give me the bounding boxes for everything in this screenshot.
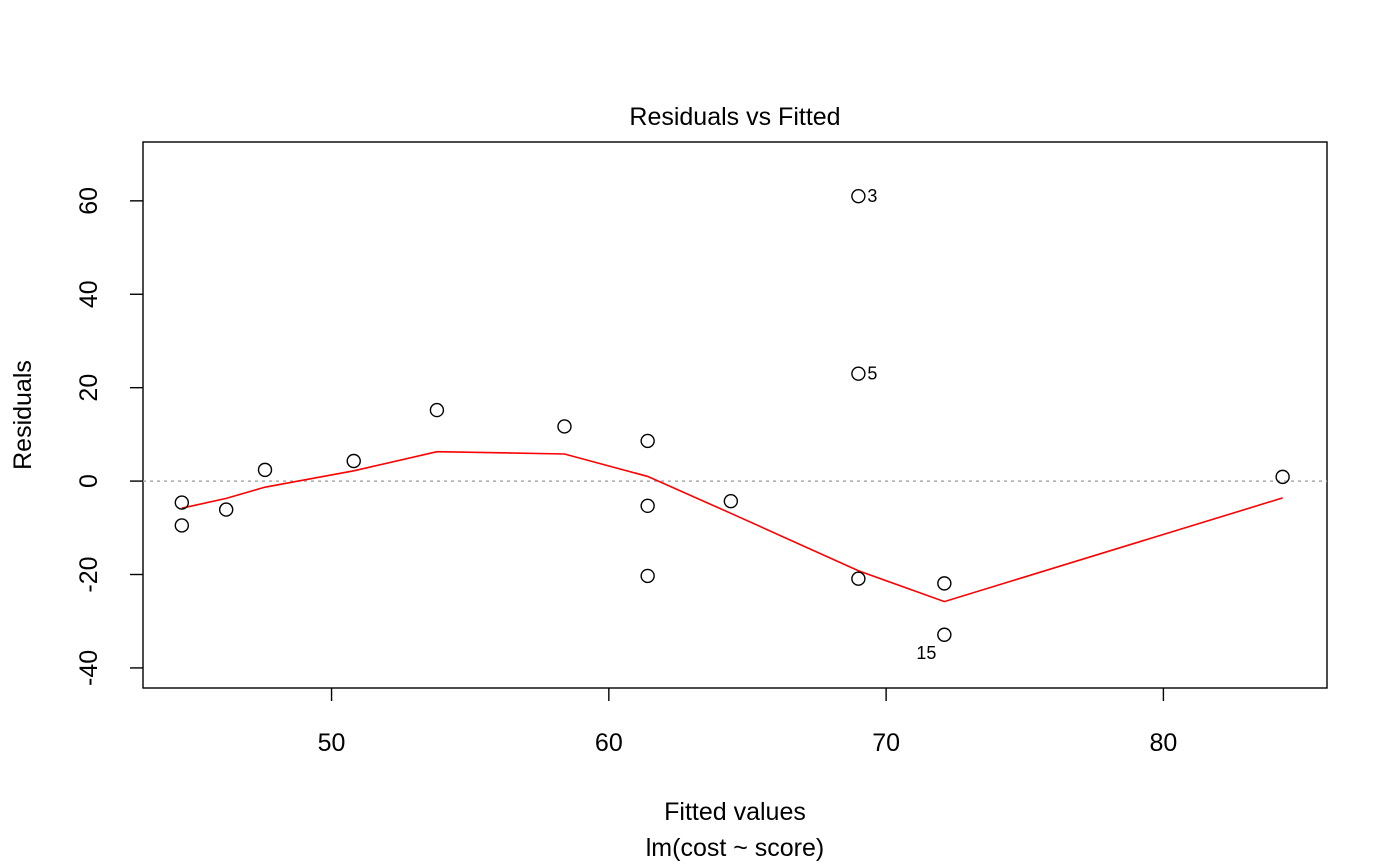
point-label: 15 bbox=[916, 643, 936, 663]
data-point bbox=[851, 366, 866, 381]
y-tick-label: 0 bbox=[75, 474, 103, 488]
y-tick-label: 60 bbox=[75, 187, 103, 215]
y-axis-label: Residuals bbox=[9, 360, 37, 470]
data-point bbox=[1275, 469, 1290, 485]
y-tick-label: -20 bbox=[75, 556, 103, 592]
data-point bbox=[174, 495, 190, 510]
data-point bbox=[640, 568, 655, 584]
y-tick-label: -40 bbox=[75, 650, 103, 686]
data-point bbox=[218, 502, 234, 517]
x-tick-label: 50 bbox=[318, 729, 346, 757]
data-point bbox=[346, 453, 361, 469]
chart-subtitle: lm(cost ~ score) bbox=[646, 834, 825, 862]
x-tick-label: 80 bbox=[1149, 729, 1177, 757]
point-label: 5 bbox=[867, 364, 877, 384]
x-tick-label: 70 bbox=[872, 729, 900, 757]
data-point bbox=[557, 419, 572, 434]
data-point bbox=[429, 402, 445, 418]
y-tick-label: 40 bbox=[75, 280, 103, 308]
x-axis-label: Fitted values bbox=[664, 798, 806, 826]
data-point bbox=[937, 576, 952, 591]
y-tick-label: 20 bbox=[75, 374, 103, 402]
data-point bbox=[723, 493, 739, 509]
data-point bbox=[937, 627, 952, 642]
data-point bbox=[640, 498, 655, 514]
plot-area: 50 60 70 80 -40 -20 0 20 40 60 3 5 15 bbox=[75, 141, 1328, 757]
data-point bbox=[257, 462, 273, 478]
data-point bbox=[851, 188, 866, 204]
chart-title: Residuals vs Fitted bbox=[629, 103, 840, 131]
point-label: 3 bbox=[867, 186, 877, 206]
data-point bbox=[174, 518, 190, 533]
data-point bbox=[640, 433, 655, 449]
data-point bbox=[851, 571, 866, 586]
x-tick-label: 60 bbox=[595, 729, 623, 757]
plot-frame bbox=[142, 141, 1328, 689]
smooth-line bbox=[181, 450, 1283, 603]
